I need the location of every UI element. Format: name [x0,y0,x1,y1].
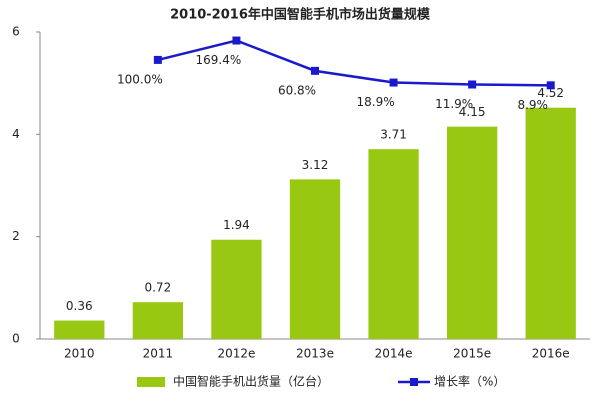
line-label: 11.9% [435,97,473,111]
bar-label: 3.12 [302,158,329,172]
x-tick-label: 2016e [532,347,570,361]
x-tick-label: 2014e [375,347,413,361]
line-label: 18.9% [357,95,395,109]
y-tick-label: 2 [12,229,20,243]
legend-label: 中国智能手机出货量（亿台） [173,374,329,389]
chart-title: 2010-2016年中国智能手机市场出货量规模 [170,7,431,23]
bar [525,107,576,339]
line-label: 100.0% [117,72,163,86]
legend-marker [410,378,418,386]
line-marker [389,78,398,87]
line-marker [153,55,162,64]
line-label: 8.9% [517,98,548,112]
line-marker [546,81,555,90]
line [157,39,551,87]
bar [132,302,183,339]
bar [211,239,262,339]
bar-label: 4.52 [537,86,564,100]
line-marker [468,80,477,89]
bar [289,179,341,339]
line-marker [232,36,241,45]
bar-label: 0.36 [66,299,93,313]
line-label: 169.4% [196,53,242,67]
bar [54,320,105,339]
legend-label: 增长率（%） [434,374,505,389]
bar [368,149,419,339]
y-tick-label: 0 [12,332,20,346]
x-tick-label: 2015e [453,347,491,361]
bar-label: 3.71 [380,128,407,142]
bar-label: 4.15 [459,105,486,119]
x-tick-label: 2010 [64,347,95,361]
bar [447,126,498,340]
bar-label: 0.72 [144,281,171,295]
x-tick-label: 2012e [217,347,255,361]
line-label: 60.8% [278,83,316,97]
x-tick-label: 2013e [296,347,334,361]
y-tick-label: 6 [12,25,20,39]
x-tick-label: 2011 [143,347,174,361]
line-marker [311,66,319,75]
legend-swatch [137,377,165,387]
bar-label: 1.94 [223,218,250,232]
y-tick-label: 4 [12,127,20,141]
